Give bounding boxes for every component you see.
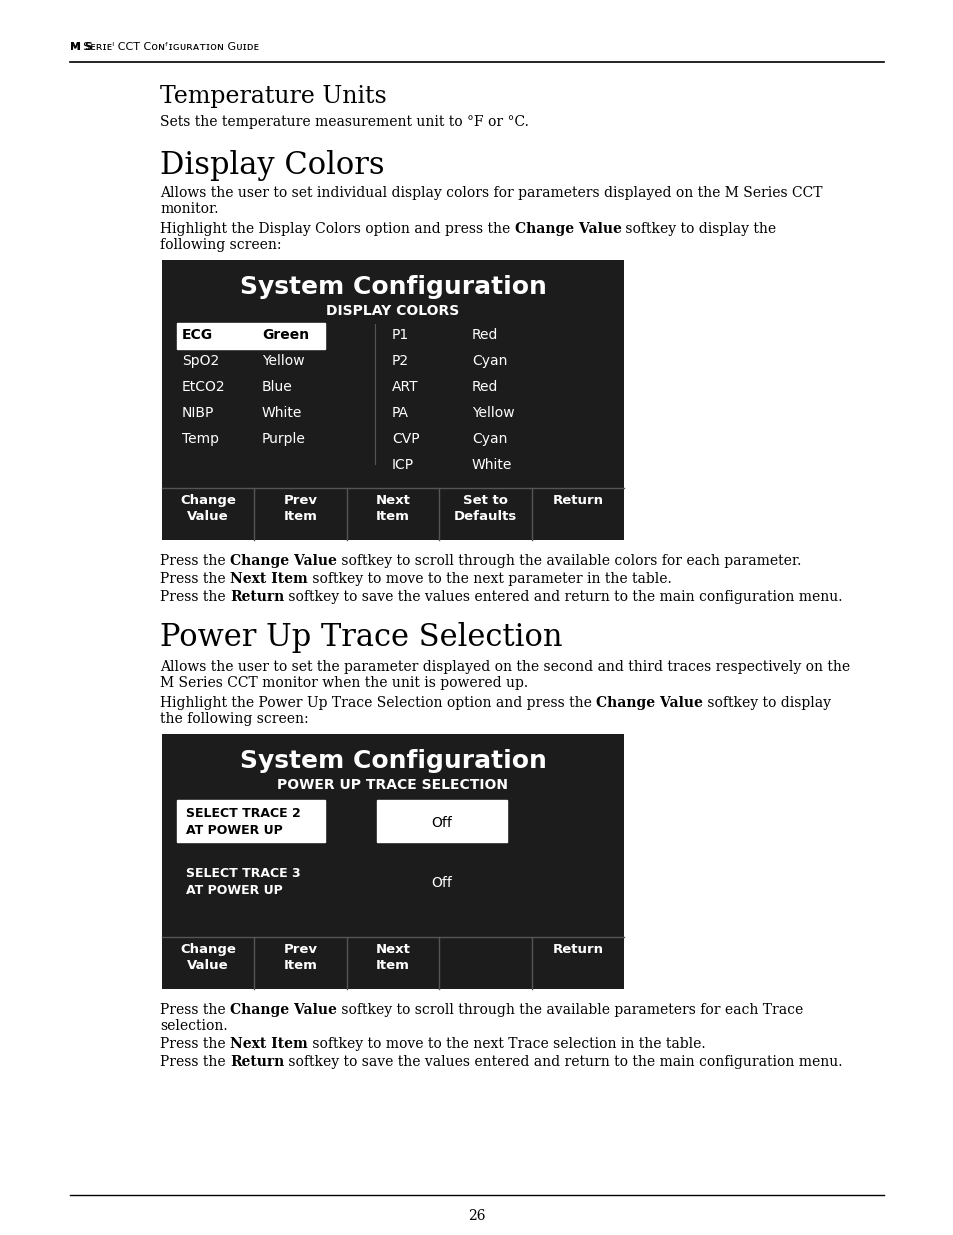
Text: Set to
Defaults: Set to Defaults	[454, 494, 517, 522]
Text: selection.: selection.	[160, 1019, 228, 1032]
Text: PA: PA	[392, 406, 409, 420]
Text: Next Item: Next Item	[230, 1037, 308, 1051]
Text: softkey to move to the next Trace selection in the table.: softkey to move to the next Trace select…	[308, 1037, 704, 1051]
Text: Press the: Press the	[160, 555, 230, 568]
Text: softkey to display the: softkey to display the	[620, 222, 776, 236]
Text: Temp: Temp	[182, 432, 219, 446]
Text: 26: 26	[468, 1209, 485, 1223]
Text: Press the: Press the	[160, 1037, 230, 1051]
Bar	[162, 261, 623, 540]
Text: DISPLAY COLORS: DISPLAY COLORS	[326, 304, 459, 317]
Text: Return: Return	[552, 494, 602, 508]
Text: Red: Red	[472, 380, 497, 394]
Text: POWER UP TRACE SELECTION: POWER UP TRACE SELECTION	[277, 778, 508, 792]
Text: Blue: Blue	[262, 380, 293, 394]
Text: ICP: ICP	[392, 458, 414, 472]
Text: SpO2: SpO2	[182, 354, 219, 368]
Text: P2: P2	[392, 354, 409, 368]
Text: CVP: CVP	[392, 432, 419, 446]
Text: Press the: Press the	[160, 1003, 230, 1016]
Text: System Configuration: System Configuration	[239, 748, 546, 773]
Text: Sets the temperature measurement unit to °F or °C.: Sets the temperature measurement unit to…	[160, 115, 528, 128]
Text: Allows the user to set the parameter displayed on the second and third traces re: Allows the user to set the parameter dis…	[160, 659, 849, 674]
Bar	[376, 800, 506, 842]
Text: Off: Off	[431, 876, 452, 890]
Text: M Sᴇʀɪᴇᴵ CCT Cᴏɴᶠɪɢᴜʀᴀᴛɪᴏɴ Gᴜɪᴅᴇ: M Sᴇʀɪᴇᴵ CCT Cᴏɴᶠɪɢᴜʀᴀᴛɪᴏɴ Gᴜɪᴅᴇ	[70, 42, 258, 52]
Text: Return: Return	[552, 944, 602, 956]
Text: Yellow: Yellow	[262, 354, 304, 368]
Text: Change Value: Change Value	[596, 697, 702, 710]
Text: SELECT TRACE 2
AT POWER UP: SELECT TRACE 2 AT POWER UP	[186, 806, 300, 837]
Text: Power Up Trace Selection: Power Up Trace Selection	[160, 622, 562, 653]
Text: Highlight the Power Up Trace Selection option and press the: Highlight the Power Up Trace Selection o…	[160, 697, 596, 710]
Text: Red: Red	[472, 329, 497, 342]
Text: Green: Green	[262, 329, 309, 342]
Text: Change Value: Change Value	[230, 1003, 336, 1016]
Text: softkey to save the values entered and return to the main configuration menu.: softkey to save the values entered and r…	[284, 590, 841, 604]
Text: softkey to scroll through the available parameters for each Trace: softkey to scroll through the available …	[336, 1003, 802, 1016]
Text: Cyan: Cyan	[472, 432, 507, 446]
Text: Allows the user to set individual display colors for parameters displayed on the: Allows the user to set individual displa…	[160, 186, 821, 200]
Text: Press the: Press the	[160, 1055, 230, 1070]
Text: Return: Return	[230, 1055, 284, 1070]
Text: ECG: ECG	[182, 329, 213, 342]
Text: following screen:: following screen:	[160, 238, 281, 252]
Text: Purple: Purple	[262, 432, 306, 446]
Text: EtCO2: EtCO2	[182, 380, 226, 394]
Text: White: White	[262, 406, 302, 420]
Text: M Series CCT monitor when the unit is powered up.: M Series CCT monitor when the unit is po…	[160, 676, 528, 690]
Text: System Configuration: System Configuration	[239, 275, 546, 299]
Text: White: White	[472, 458, 512, 472]
Text: Temperature Units: Temperature Units	[160, 85, 386, 107]
Text: Change Value: Change Value	[514, 222, 620, 236]
Bar	[177, 800, 325, 842]
Text: Display Colors: Display Colors	[160, 149, 384, 182]
Text: Yellow: Yellow	[472, 406, 514, 420]
Text: Highlight the Display Colors option and press the: Highlight the Display Colors option and …	[160, 222, 514, 236]
Text: Press the: Press the	[160, 590, 230, 604]
Text: Next
Item: Next Item	[375, 944, 410, 972]
Text: SELECT TRACE 3
AT POWER UP: SELECT TRACE 3 AT POWER UP	[186, 867, 300, 897]
Text: Off: Off	[431, 816, 452, 830]
Text: softkey to move to the next parameter in the table.: softkey to move to the next parameter in…	[308, 572, 671, 585]
Text: Prev
Item: Prev Item	[283, 494, 317, 522]
Text: M S: M S	[70, 42, 92, 52]
Text: the following screen:: the following screen:	[160, 713, 309, 726]
Text: softkey to scroll through the available colors for each parameter.: softkey to scroll through the available …	[336, 555, 801, 568]
Text: ART: ART	[392, 380, 418, 394]
Text: Cyan: Cyan	[472, 354, 507, 368]
Bar	[177, 324, 325, 350]
Text: Change
Value: Change Value	[180, 494, 236, 522]
Text: P1: P1	[392, 329, 409, 342]
Text: Press the: Press the	[160, 572, 230, 585]
Bar	[162, 734, 623, 989]
Text: Change Value: Change Value	[230, 555, 336, 568]
Text: Return: Return	[230, 590, 284, 604]
Text: monitor.: monitor.	[160, 203, 218, 216]
Text: softkey to save the values entered and return to the main configuration menu.: softkey to save the values entered and r…	[284, 1055, 841, 1070]
Text: Prev
Item: Prev Item	[283, 944, 317, 972]
Text: Next Item: Next Item	[230, 572, 308, 585]
Text: softkey to display: softkey to display	[702, 697, 830, 710]
Text: NIBP: NIBP	[182, 406, 214, 420]
Text: Change
Value: Change Value	[180, 944, 236, 972]
Text: Next
Item: Next Item	[375, 494, 410, 522]
